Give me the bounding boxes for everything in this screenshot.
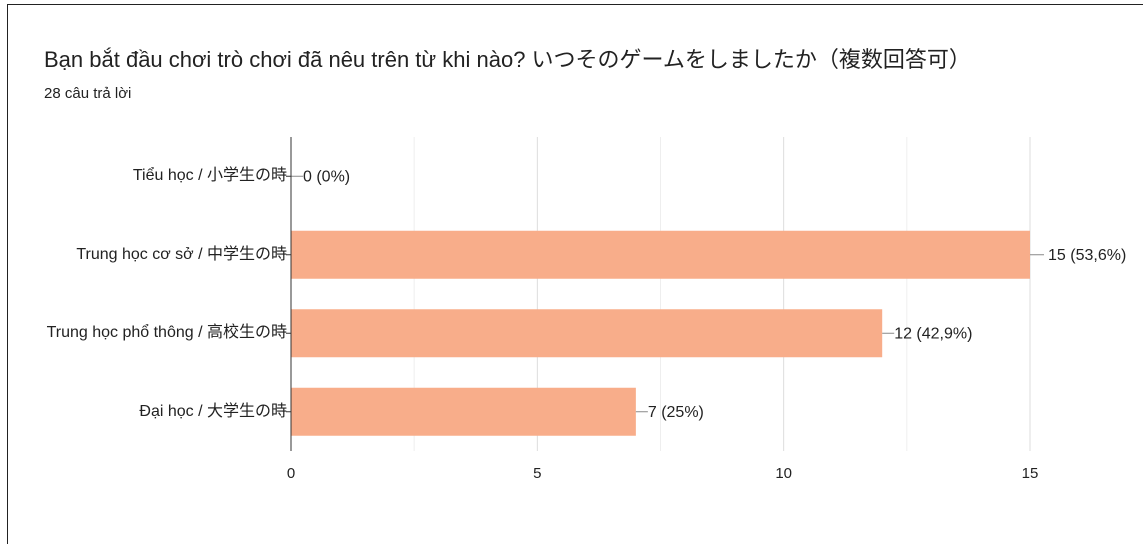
- value-label: 12 (42,9%): [894, 325, 972, 342]
- value-label: 0 (0%): [303, 168, 350, 185]
- chart-subtitle: 28 câu trả lời: [44, 85, 131, 102]
- value-label: 15 (53,6%): [1048, 247, 1126, 264]
- x-tick-label: 15: [1022, 465, 1039, 482]
- category-label: Tiểu học / 小学生の時: [132, 167, 287, 185]
- category-label: Trung học cơ sở / 中学生の時: [76, 245, 287, 263]
- x-tick-label: 0: [287, 465, 295, 482]
- bar: [291, 387, 636, 436]
- card-border: [7, 4, 1143, 544]
- category-label: Trung học phổ thông / 高校生の時: [46, 324, 287, 342]
- x-tick-label: 10: [775, 465, 792, 482]
- bar: [291, 230, 1030, 279]
- chart-title: Bạn bắt đầu chơi trò chơi đã nêu trên từ…: [44, 47, 971, 72]
- x-tick-label: 5: [533, 465, 541, 482]
- value-label: 7 (25%): [648, 404, 704, 421]
- category-label: Đại học / 大学生の時: [139, 402, 287, 420]
- bar: [291, 309, 883, 358]
